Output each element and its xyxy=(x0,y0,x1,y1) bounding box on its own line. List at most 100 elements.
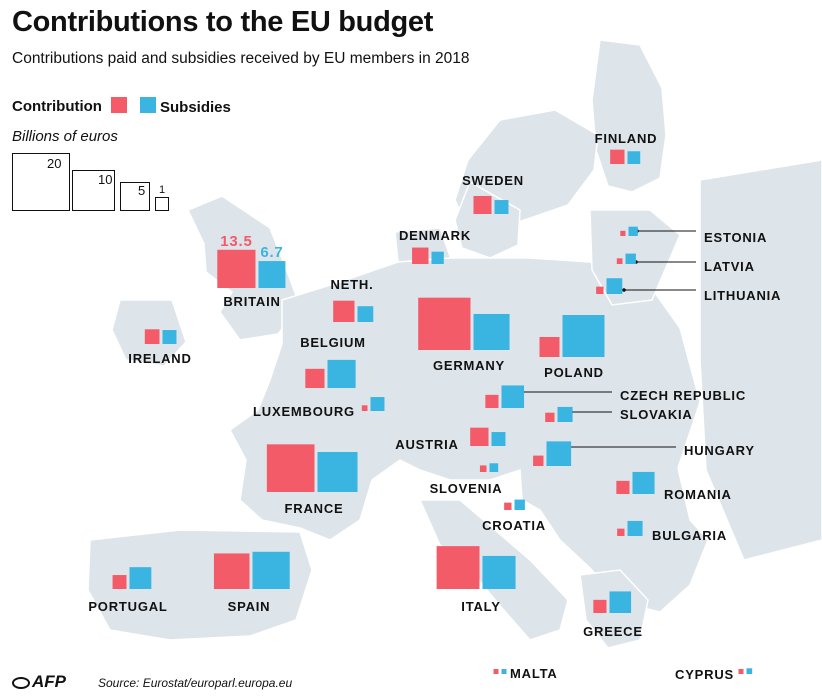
country-label-ireland: IRELAND xyxy=(128,351,191,366)
country-label-latvia: LATVIA xyxy=(704,259,755,274)
subsidies-square-greece xyxy=(609,591,632,613)
legend-subsidies-swatch xyxy=(140,97,156,113)
subsidies-square-hungary xyxy=(546,441,572,466)
country-label-malta: MALTA xyxy=(510,666,558,681)
subsidies-square-luxembourg xyxy=(370,397,385,411)
scale-box-1 xyxy=(155,197,169,211)
contribution-square-lithuania xyxy=(596,286,604,294)
contribution-square-latvia xyxy=(616,258,623,264)
contribution-square-bulgaria xyxy=(617,528,625,536)
subsidies-square-romania xyxy=(632,471,655,494)
country-label-belgium: BELGIUM xyxy=(300,335,366,350)
country-label-estonia: ESTONIA xyxy=(704,230,767,245)
contribution-square-estonia xyxy=(620,230,626,236)
country-label-slovenia: SLOVENIA xyxy=(430,481,503,496)
country-label-france: FRANCE xyxy=(285,501,344,516)
subsidies-square-lithuania xyxy=(606,278,623,294)
subsidies-square-malta xyxy=(501,669,507,674)
contribution-square-slovakia xyxy=(545,412,555,422)
contribution-square-portugal xyxy=(112,575,127,589)
scale-label-5: 5 xyxy=(138,183,146,198)
contribution-square-spain xyxy=(213,553,250,589)
scale-box-20 xyxy=(12,153,70,211)
country-label-hungary: HUNGARY xyxy=(684,443,755,458)
subsidies-square-france xyxy=(317,451,358,492)
subsidies-square-italy xyxy=(482,555,516,589)
country-labels: FINLAND SWEDEN DENMARK ESTONIA LATVIA LITHUAN… xyxy=(88,131,781,682)
contribution-square-denmark xyxy=(412,247,429,264)
land-shape xyxy=(699,159,822,561)
contribution-square-austria xyxy=(470,427,489,446)
country-label-luxembourg: LUXEMBOURG xyxy=(253,404,355,419)
subsidies-square-austria xyxy=(491,432,506,446)
subsidies-square-germany xyxy=(473,313,510,350)
country-label-britain: BRITAIN xyxy=(223,294,280,309)
legend-contribution-swatch xyxy=(111,97,127,113)
land-shape xyxy=(591,39,667,193)
contribution-square-germany xyxy=(418,297,471,350)
contribution-square-romania xyxy=(616,480,630,494)
contribution-square-hungary xyxy=(533,455,544,466)
subsidies-square-poland xyxy=(562,315,605,357)
country-label-poland: POLAND xyxy=(544,365,604,380)
source-note: Source: Eurostat/europarl.europa.eu xyxy=(98,676,293,690)
country-label-finland: FINLAND xyxy=(595,131,658,146)
contribution-square-france xyxy=(266,444,315,492)
contribution-square-greece xyxy=(593,599,607,613)
country-label-germany: GERMANY xyxy=(433,358,505,373)
scale-label-20: 20 xyxy=(47,156,62,171)
contribution-square-malta xyxy=(493,669,499,674)
subsidies-square-belgium xyxy=(327,359,356,388)
contribution-square-britain xyxy=(217,249,256,288)
contribution-square-neth xyxy=(333,300,355,322)
contribution-square-croatia xyxy=(504,502,512,510)
subsidies-square-finland xyxy=(627,151,641,164)
country-label-italy: ITALY xyxy=(461,599,500,614)
scale-box-10 xyxy=(72,170,115,211)
country-label-austria: AUSTRIA xyxy=(395,437,458,452)
subsidies-square-croatia xyxy=(514,499,525,510)
contribution-square-italy xyxy=(436,546,480,589)
chart-subtitle: Contributions paid and subsidies receive… xyxy=(12,50,470,67)
country-label-romania: ROMANIA xyxy=(664,487,732,502)
leader-dot-lithuania xyxy=(622,288,626,292)
data-label-britain-subsidies: 6.7 xyxy=(260,244,283,261)
legend-subsidies-label: Subsidies xyxy=(160,99,231,116)
country-label-croatia: CROATIA xyxy=(482,518,546,533)
subsidies-square-neth xyxy=(357,306,374,322)
subsidies-square-cyprus xyxy=(746,668,753,674)
subsidies-square-denmark xyxy=(431,251,444,264)
country-label-neth: NETH. xyxy=(331,277,374,292)
country-label-spain: SPAIN xyxy=(228,599,271,614)
country-label-cyprus: CYPRUS xyxy=(675,667,734,682)
subsidies-square-portugal xyxy=(129,567,152,589)
contribution-square-slovenia xyxy=(479,465,487,472)
afp-logo: AFP xyxy=(12,672,66,692)
legend-contribution-label: Contribution xyxy=(12,98,102,115)
data-label-britain-contribution: 13.5 xyxy=(220,233,252,250)
contribution-square-finland xyxy=(610,149,625,164)
country-label-portugal: PORTUGAL xyxy=(88,599,167,614)
country-label-denmark: DENMARK xyxy=(399,228,471,243)
contribution-square-czech-republic xyxy=(485,394,499,408)
contribution-square-cyprus xyxy=(738,669,744,674)
scale-box-5 xyxy=(120,182,150,211)
country-label-lithuania: LITHUANIA xyxy=(704,288,781,303)
subsidies-square-britain xyxy=(258,261,286,288)
country-label-bulgaria: BULGARIA xyxy=(652,528,727,543)
subsidies-square-latvia xyxy=(625,253,636,264)
subsidies-square-sweden xyxy=(494,200,509,214)
chart-title: Contributions to the EU budget xyxy=(12,6,434,38)
unit-label: Billions of euros xyxy=(12,128,118,145)
country-label-slovakia: SLOVAKIA xyxy=(620,407,693,422)
contribution-square-ireland xyxy=(144,329,160,344)
country-label-czech-republic: CZECH REPUBLIC xyxy=(620,388,746,403)
country-label-sweden: SWEDEN xyxy=(462,173,524,188)
contribution-square-luxembourg xyxy=(361,405,368,411)
subsidies-square-ireland xyxy=(162,330,177,344)
subsidies-square-estonia xyxy=(628,226,638,236)
scale-label-10: 10 xyxy=(98,172,113,187)
subsidies-square-czech-republic xyxy=(501,385,525,408)
subsidies-square-bulgaria xyxy=(627,520,643,536)
